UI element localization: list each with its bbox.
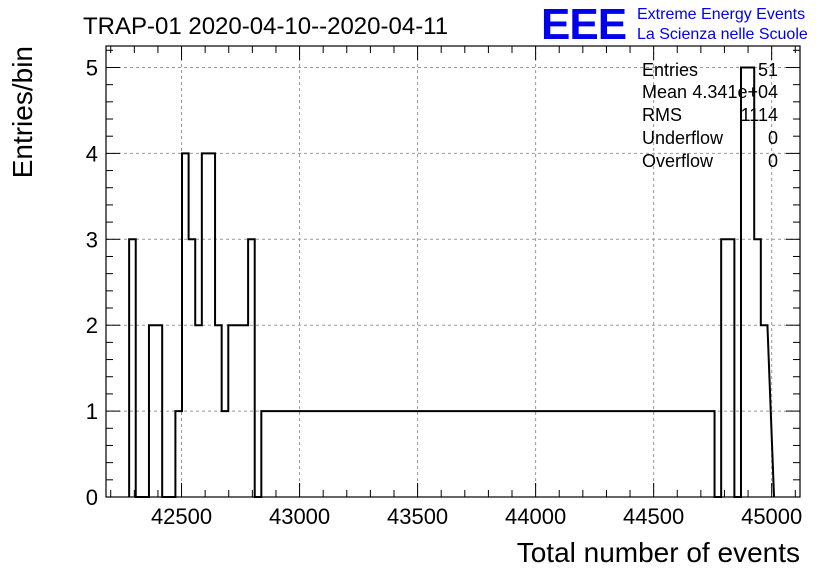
y-tick-label: 1 <box>86 399 98 424</box>
y-tick-label: 5 <box>86 55 98 80</box>
logo-line2: La Scienza nelle Scuole <box>637 26 808 43</box>
y-axis-title: Entries/bin <box>7 46 38 178</box>
plot-frame <box>105 45 801 498</box>
x-tick-label: 43000 <box>269 504 330 529</box>
stats-underflow-value: 0 <box>768 128 778 148</box>
x-tick-label: 43500 <box>387 504 448 529</box>
y-tick-label: 2 <box>86 313 98 338</box>
grid-lines <box>106 46 800 497</box>
x-tick-label: 42500 <box>151 504 212 529</box>
chart-title: TRAP-01 2020-04-10--2020-04-11 <box>83 13 448 40</box>
logo-mark: EEE <box>541 0 626 49</box>
x-tick-label: 44000 <box>505 504 566 529</box>
stats-entries-label: Entries <box>642 60 698 80</box>
y-axis: 0 1 2 3 4 5 <box>86 49 800 510</box>
stats-mean-label: Mean <box>642 82 687 102</box>
stats-overflow-label: Overflow <box>642 151 714 171</box>
y-tick-label: 4 <box>86 141 98 166</box>
y-tick-label: 3 <box>86 227 98 252</box>
logo-line1: Extreme Energy Events <box>637 6 805 23</box>
stats-entries-value: 51 <box>758 60 778 80</box>
x-axis: 42500 43000 43500 44000 44500 45000 <box>110 46 802 529</box>
stats-rms-label: RMS <box>642 105 682 125</box>
stats-mean-value: 4.341e+04 <box>692 82 778 102</box>
stats-overflow-value: 0 <box>768 151 778 171</box>
stats-box: Entries 51 Mean 4.341e+04 RMS 1114 Under… <box>642 60 778 171</box>
eee-logo: EEE Extreme Energy Events La Scienza nel… <box>541 0 808 49</box>
x-tick-label: 45000 <box>741 504 802 529</box>
x-tick-label: 44500 <box>623 504 684 529</box>
x-axis-title: Total number of events <box>517 537 800 568</box>
stats-rms-value: 1114 <box>741 105 778 125</box>
y-tick-label: 0 <box>86 485 98 510</box>
stats-underflow-label: Underflow <box>642 128 724 148</box>
